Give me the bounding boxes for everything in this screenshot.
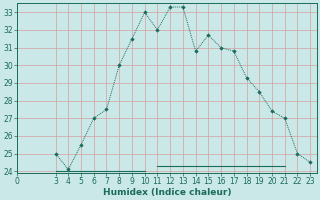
X-axis label: Humidex (Indice chaleur): Humidex (Indice chaleur) bbox=[103, 188, 231, 197]
